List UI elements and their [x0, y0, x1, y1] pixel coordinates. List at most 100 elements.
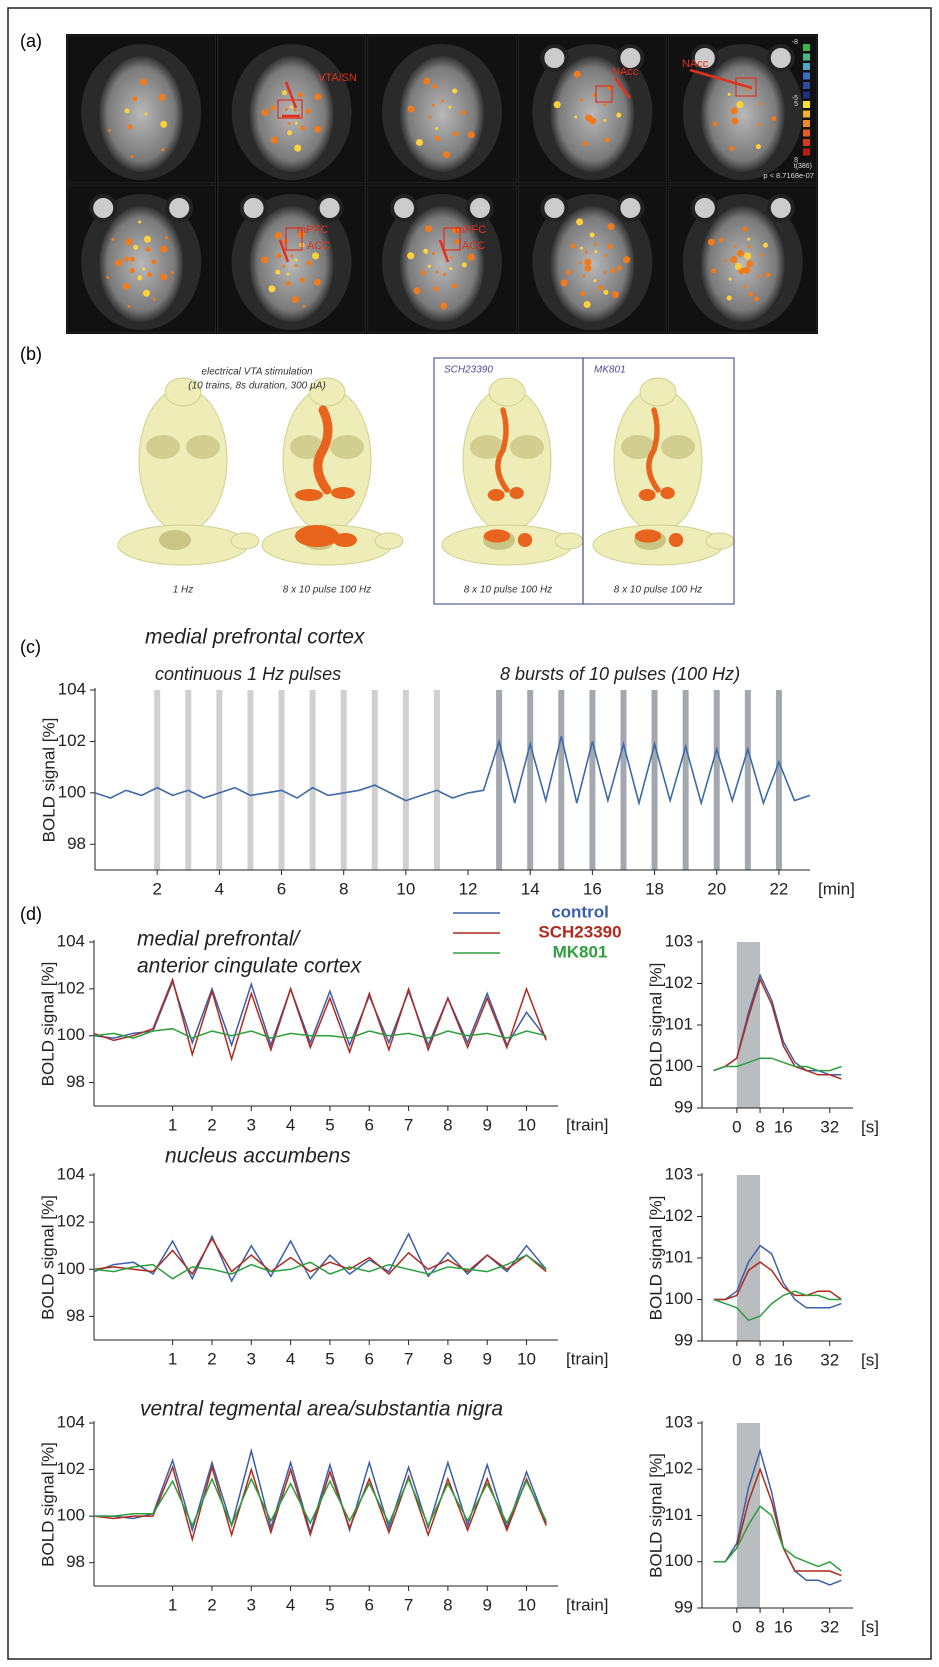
stimulus-band [589, 690, 596, 870]
data-line [713, 1290, 842, 1322]
activation-blob [297, 92, 303, 98]
activation-blob [276, 253, 282, 259]
chart-title: anterior cingulate cortex [137, 955, 363, 978]
y-axis-label: BOLD signal [%] [38, 1442, 57, 1567]
activation-blob [431, 252, 435, 256]
activation-blob [584, 264, 592, 272]
colorbar-cell [803, 91, 810, 99]
mri-eye [466, 194, 494, 222]
x-tick-label: 6 [277, 879, 286, 898]
data-line [93, 1232, 547, 1283]
y-tick-label: 98 [66, 1552, 85, 1571]
region-label: mPFC [297, 224, 328, 236]
x-tick-label: 8 [755, 1617, 764, 1636]
x-tick-label: 8 [755, 1350, 764, 1369]
mri-brain [249, 56, 334, 172]
x-axis-label: [train] [566, 1115, 609, 1134]
brain-lateral-nose [374, 532, 404, 550]
activation [331, 487, 355, 499]
activation-blob [763, 242, 769, 248]
activation-blob [137, 275, 143, 281]
arrow [689, 68, 753, 90]
activation-lateral [634, 529, 662, 543]
x-tick-label: 4 [215, 879, 224, 898]
x-tick-label: 16 [774, 1617, 793, 1636]
activation-blob [144, 112, 148, 116]
colorbar-cell [803, 110, 810, 118]
y-tick-label: 98 [66, 1306, 85, 1325]
brain-lateral-nose [705, 532, 735, 550]
y-tick-label: 100 [57, 1506, 85, 1525]
x-tick-label: 7 [404, 1349, 413, 1368]
striatum [621, 435, 655, 459]
y-tick-label: 102 [57, 1459, 85, 1478]
x-tick-label: 0 [732, 1350, 741, 1369]
x-tick-label: 16 [774, 1350, 793, 1369]
y-axis-label: BOLD signal [%] [39, 718, 58, 843]
activation-blob [452, 131, 458, 137]
x-tick-label: 1 [168, 1115, 177, 1134]
caption: 8 x 10 pulse 100 Hz [283, 585, 371, 596]
activation-blob [302, 304, 306, 308]
mri-eye [540, 44, 569, 72]
activation-blob [574, 115, 578, 119]
activation-blob [287, 130, 293, 136]
activation-blob [127, 124, 133, 130]
activation-blob [758, 102, 762, 106]
activation-blob [129, 256, 135, 262]
activation-blob [143, 235, 151, 243]
activation-blob [448, 105, 452, 109]
activation-blob [261, 109, 269, 117]
roi-box [277, 99, 303, 119]
y-axis-label: BOLD signal [%] [38, 1195, 57, 1320]
stimulus-band [496, 690, 503, 870]
mri-brain [700, 206, 785, 322]
activation-blob [294, 144, 302, 152]
x-tick-label: 22 [769, 879, 788, 898]
activation-blob [442, 273, 446, 277]
activation-blob [731, 117, 739, 125]
stimulus-band [185, 690, 192, 870]
roi-box [285, 227, 303, 251]
striatum [146, 435, 180, 459]
activation-blob [261, 256, 269, 264]
activation-blob [122, 282, 130, 290]
x-tick-label: 10 [517, 1595, 536, 1614]
activation-blob [431, 103, 435, 107]
activation-blob [407, 105, 415, 113]
chart-title: medial prefrontal cortex [145, 626, 366, 649]
activation-blob [151, 259, 157, 265]
activation-blob [286, 272, 290, 276]
activation-blob [584, 258, 592, 266]
x-tick-label: 4 [286, 1115, 295, 1134]
activation-blob [147, 272, 153, 278]
legend-label: SCH23390 [538, 922, 621, 941]
y-axis-label: BOLD signal [%] [38, 962, 57, 1087]
x-tick-label: 16 [583, 879, 602, 898]
x-tick-label: 10 [396, 879, 415, 898]
activation-blob [718, 237, 724, 243]
activation-blob [270, 105, 276, 111]
colorbar-label: -5 [792, 95, 798, 102]
mri-brain [99, 56, 184, 172]
colorbar-cell [803, 82, 810, 89]
arrow [614, 77, 631, 99]
colorbar-cell [803, 44, 810, 51]
y-tick-label: 99 [674, 1597, 693, 1616]
arrow [278, 239, 290, 263]
activation-blob [745, 88, 749, 92]
activation-lateral [483, 529, 511, 543]
mri-eye [315, 194, 344, 222]
activation-blob [435, 127, 439, 131]
activation-blob [306, 260, 312, 266]
x-tick-label: 0 [732, 1617, 741, 1636]
colorbar-label: -8 [792, 39, 798, 46]
legend-label: MK801 [553, 942, 608, 961]
x-axis-label: [s] [861, 1617, 879, 1636]
activation-blob [139, 78, 147, 86]
activation-blob [580, 291, 586, 297]
mri-brain [400, 56, 484, 172]
activation-blob [428, 115, 432, 119]
x-tick-label: 2 [207, 1349, 216, 1368]
activation-blob [297, 230, 305, 238]
